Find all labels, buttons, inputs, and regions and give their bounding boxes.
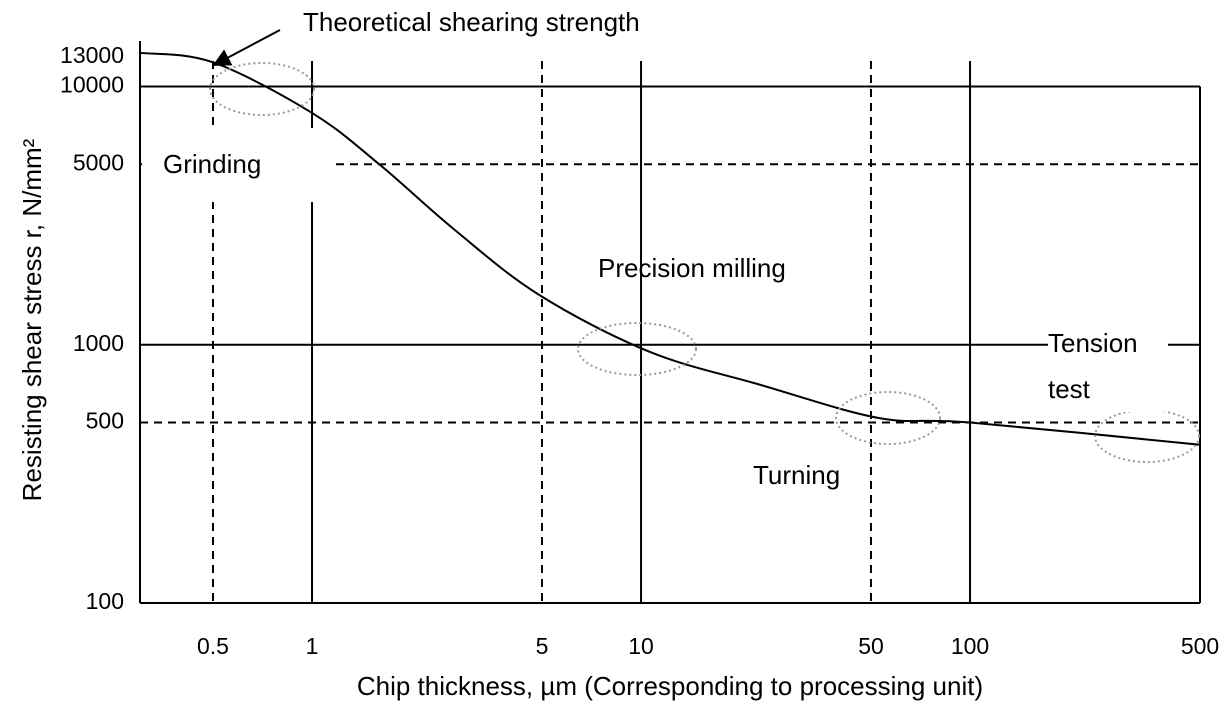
x-tick-label: 5: [536, 633, 549, 659]
y-tick-label: 10000: [60, 72, 124, 98]
annotation-arrow: [212, 29, 281, 66]
x-tick-label: 100: [951, 633, 989, 659]
data-line: [139, 51, 1201, 446]
highlight-ellipse: [577, 322, 697, 376]
y-tick-label: 1000: [73, 330, 124, 356]
y-tick-label: 13000: [60, 42, 124, 68]
x-tick-label: 10: [628, 633, 654, 659]
x-tick-label: 1: [306, 633, 319, 659]
y-tick-label: 100: [86, 588, 124, 614]
x-tick-label: 500: [1181, 633, 1219, 659]
y-tick-label: 5000: [73, 149, 124, 175]
highlight-ellipse: [1094, 409, 1200, 463]
y-tick-label: 500: [86, 408, 124, 434]
y-axis-label: Resisting shear stress r, N/mm²: [17, 138, 47, 501]
highlight-ellipse: [835, 391, 941, 445]
annotation: Theoretical shearing strength: [303, 7, 640, 37]
annotation: Tension test: [1048, 320, 1168, 412]
annotation: Precision milling: [598, 253, 786, 283]
x-axis-label: Chip thickness, µm (Corresponding to pro…: [357, 671, 983, 701]
x-tick-label: 0.5: [197, 633, 229, 659]
label-background: [750, 448, 870, 514]
annotation: Grinding: [163, 149, 261, 179]
x-tick-label: 50: [858, 633, 884, 659]
highlight-ellipse: [209, 62, 315, 116]
label-background: [142, 128, 332, 202]
annotation: Turning: [753, 460, 840, 490]
